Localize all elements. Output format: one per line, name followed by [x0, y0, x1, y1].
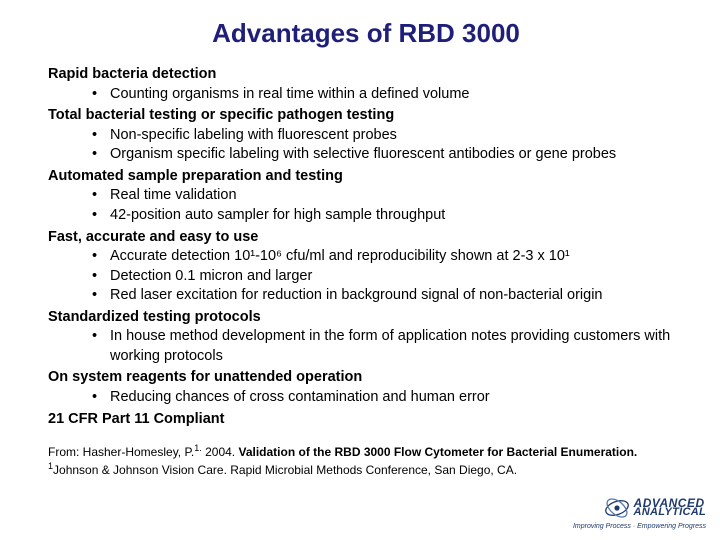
citation: From: Hasher-Homesley, P.1. 2004. Valida…: [48, 443, 684, 478]
section-heading: 21 CFR Part 11 Compliant: [48, 410, 684, 430]
section-heading: Total bacterial testing or specific path…: [48, 106, 684, 126]
bullet-item: Non-specific labeling with fluorescent p…: [92, 126, 684, 146]
citation-bold: Validation of the RBD 3000 Flow Cytomete…: [238, 445, 637, 459]
logo-mark-icon: [604, 495, 630, 521]
citation-mid1: 2004.: [202, 445, 239, 459]
bullet-item: In house method development in the form …: [92, 327, 684, 366]
bullet-item: Counting organisms in real time within a…: [92, 85, 684, 105]
bullet-item: Organism specific labeling with selectiv…: [92, 145, 684, 165]
bullet-item: 42-position auto sampler for high sample…: [92, 206, 684, 226]
bullet-item: Reducing chances of cross contamination …: [92, 388, 684, 408]
logo-text: ADVANCED ANALYTICAL: [634, 498, 706, 519]
bullet-item: Detection 0.1 micron and larger: [92, 267, 684, 287]
bullet-item: Red laser excitation for reduction in ba…: [92, 286, 684, 306]
bullet-item: Accurate detection 10¹-10⁶ cfu/ml and re…: [92, 247, 684, 267]
logo-main: ADVANCED ANALYTICAL: [556, 495, 706, 521]
logo-line2: ANALYTICAL: [634, 508, 706, 518]
citation-tail: Johnson & Johnson Vision Care. Rapid Mic…: [53, 463, 517, 477]
slide-body: Advantages of RBD 3000 Rapid bacteria de…: [0, 0, 720, 488]
section-heading: Standardized testing protocols: [48, 308, 684, 328]
logo-tagline: Improving Process · Empowering Progress: [556, 523, 706, 530]
section-heading: On system reagents for unattended operat…: [48, 368, 684, 388]
citation-sup1: 1.: [194, 443, 202, 453]
content-area: Rapid bacteria detectionCounting organis…: [48, 65, 684, 429]
company-logo: ADVANCED ANALYTICAL Improving Process · …: [556, 495, 706, 530]
section-heading: Automated sample preparation and testing: [48, 167, 684, 187]
slide-title: Advantages of RBD 3000: [48, 18, 684, 49]
bullet-item: Real time validation: [92, 186, 684, 206]
section-heading: Rapid bacteria detection: [48, 65, 684, 85]
citation-prefix: From: Hasher-Homesley, P.: [48, 445, 194, 459]
section-heading: Fast, accurate and easy to use: [48, 228, 684, 248]
